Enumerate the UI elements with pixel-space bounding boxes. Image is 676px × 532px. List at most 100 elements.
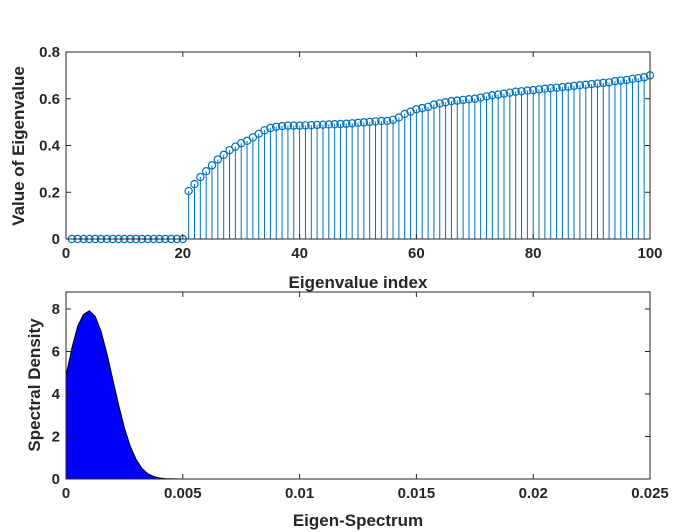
stem-marker xyxy=(604,78,614,87)
stem-marker xyxy=(377,116,386,126)
bottom-x-tick-label: 0.02 xyxy=(519,485,548,502)
stem-marker xyxy=(266,123,275,133)
stem-marker xyxy=(476,93,485,102)
stem-marker xyxy=(493,90,503,99)
stem-marker xyxy=(272,122,281,132)
stem-marker xyxy=(365,117,374,127)
spectral-density-area-group xyxy=(65,310,650,480)
bottom-y-tick-label: 6 xyxy=(52,344,60,361)
stem-marker xyxy=(196,172,205,182)
top-y-tick-label: 0 xyxy=(52,231,60,248)
stem-marker xyxy=(295,121,304,130)
stem-marker xyxy=(353,118,363,128)
top-y-tick-label: 0.2 xyxy=(39,184,60,201)
stem-marker xyxy=(429,100,439,109)
stem-marker xyxy=(190,179,199,189)
stem-marker xyxy=(540,84,550,93)
stem-marker xyxy=(213,155,223,164)
stem-marker xyxy=(359,118,369,127)
stem-marker xyxy=(523,86,532,95)
stem-marker xyxy=(616,76,626,85)
spectral-density-chart: 0 0.005 0.01 0.015 0.02 0.025 0 2 4 6 8 Eigen-Spe… xyxy=(25,291,669,530)
bottom-x-tick-label: 0.005 xyxy=(164,485,202,502)
stem-marker xyxy=(517,87,526,96)
stem-marker xyxy=(569,81,579,91)
stem-marker xyxy=(336,119,345,129)
stem-marker xyxy=(552,83,561,92)
top-y-axis-label: Value of Eigenvalue xyxy=(9,66,28,226)
stem-marker xyxy=(558,82,567,92)
top-y-tick-label: 0.4 xyxy=(39,138,61,155)
stem-marker xyxy=(529,85,538,95)
stem-marker xyxy=(593,79,602,88)
bottom-x-ticks: 0 0.005 0.01 0.015 0.02 0.025 xyxy=(62,292,669,502)
stem-marker xyxy=(628,74,637,84)
stem-marker xyxy=(534,85,544,94)
spectral-density-outline xyxy=(65,310,650,480)
stem-marker xyxy=(622,75,631,85)
stem-marker xyxy=(505,88,515,97)
top-x-tick-label: 0 xyxy=(62,245,70,262)
stem-marker xyxy=(441,98,450,107)
top-x-tick-label: 60 xyxy=(408,245,425,262)
stem-marker xyxy=(546,84,555,93)
bottom-y-tick-label: 2 xyxy=(52,429,60,446)
stem-marker xyxy=(318,120,328,129)
stem-marker xyxy=(383,116,392,126)
bottom-x-tick-label: 0 xyxy=(62,485,70,502)
stem-marker xyxy=(412,105,421,114)
stem-marker xyxy=(219,150,228,160)
bottom-x-tick-label: 0.01 xyxy=(285,485,314,502)
top-x-axis-label: Eigenvalue index xyxy=(289,273,428,292)
eigenvalue-stems xyxy=(67,71,655,244)
stem-marker xyxy=(330,120,339,129)
stem-marker xyxy=(201,167,211,176)
top-y-tick-label: 0.6 xyxy=(39,91,60,108)
stem-marker xyxy=(347,119,357,128)
stem-marker xyxy=(447,96,456,106)
bottom-y-axis-label: Spectral Density xyxy=(25,318,44,452)
stem-marker xyxy=(575,80,585,90)
stem-marker xyxy=(564,82,573,91)
stem-marker xyxy=(307,120,316,130)
spectral-density-area xyxy=(66,310,650,479)
top-y-ticks: 0 0.2 0.4 0.6 0.8 xyxy=(39,44,650,248)
bottom-y-tick-label: 4 xyxy=(52,386,61,403)
stem-marker xyxy=(464,95,474,104)
stem-marker xyxy=(488,91,497,100)
stem-marker xyxy=(581,80,590,89)
top-x-tick-label: 100 xyxy=(637,245,662,262)
stem-marker xyxy=(599,78,608,88)
stem-marker xyxy=(207,161,217,170)
bottom-y-tick-label: 0 xyxy=(52,471,60,488)
stem-marker xyxy=(458,95,468,105)
bottom-y-tick-label: 8 xyxy=(52,301,60,318)
stem-marker xyxy=(371,117,380,126)
bottom-plot-box xyxy=(65,291,651,480)
stem-marker xyxy=(499,89,509,98)
stem-marker xyxy=(482,92,491,101)
stem-marker xyxy=(634,73,643,83)
bottom-x-tick-label: 0.025 xyxy=(631,485,669,502)
bottom-x-axis-label: Eigen-Spectrum xyxy=(293,511,423,530)
stem-marker xyxy=(470,94,479,103)
stem-marker xyxy=(639,73,649,82)
stem-marker xyxy=(184,186,193,196)
top-x-tick-label: 20 xyxy=(174,245,191,262)
stem-marker xyxy=(277,121,287,131)
top-x-tick-label: 80 xyxy=(525,245,542,262)
bottom-x-tick-label: 0.015 xyxy=(398,485,436,502)
stem-marker xyxy=(587,79,596,89)
stem-marker xyxy=(610,77,620,86)
eigenvalue-stem-chart: 0 20 40 60 80 100 0 0.2 0.4 0.6 0.8 Eigenvalue in… xyxy=(9,44,663,292)
bottom-y-ticks: 0 2 4 6 8 xyxy=(52,301,650,488)
stem-marker xyxy=(435,99,444,108)
stem-marker xyxy=(324,120,333,129)
top-x-ticks: 0 20 40 60 80 100 xyxy=(62,52,663,262)
stem-marker xyxy=(312,120,322,130)
stem-marker xyxy=(511,87,520,96)
stem-marker xyxy=(283,121,293,130)
stem-marker xyxy=(342,119,351,128)
stem-marker xyxy=(418,103,427,113)
